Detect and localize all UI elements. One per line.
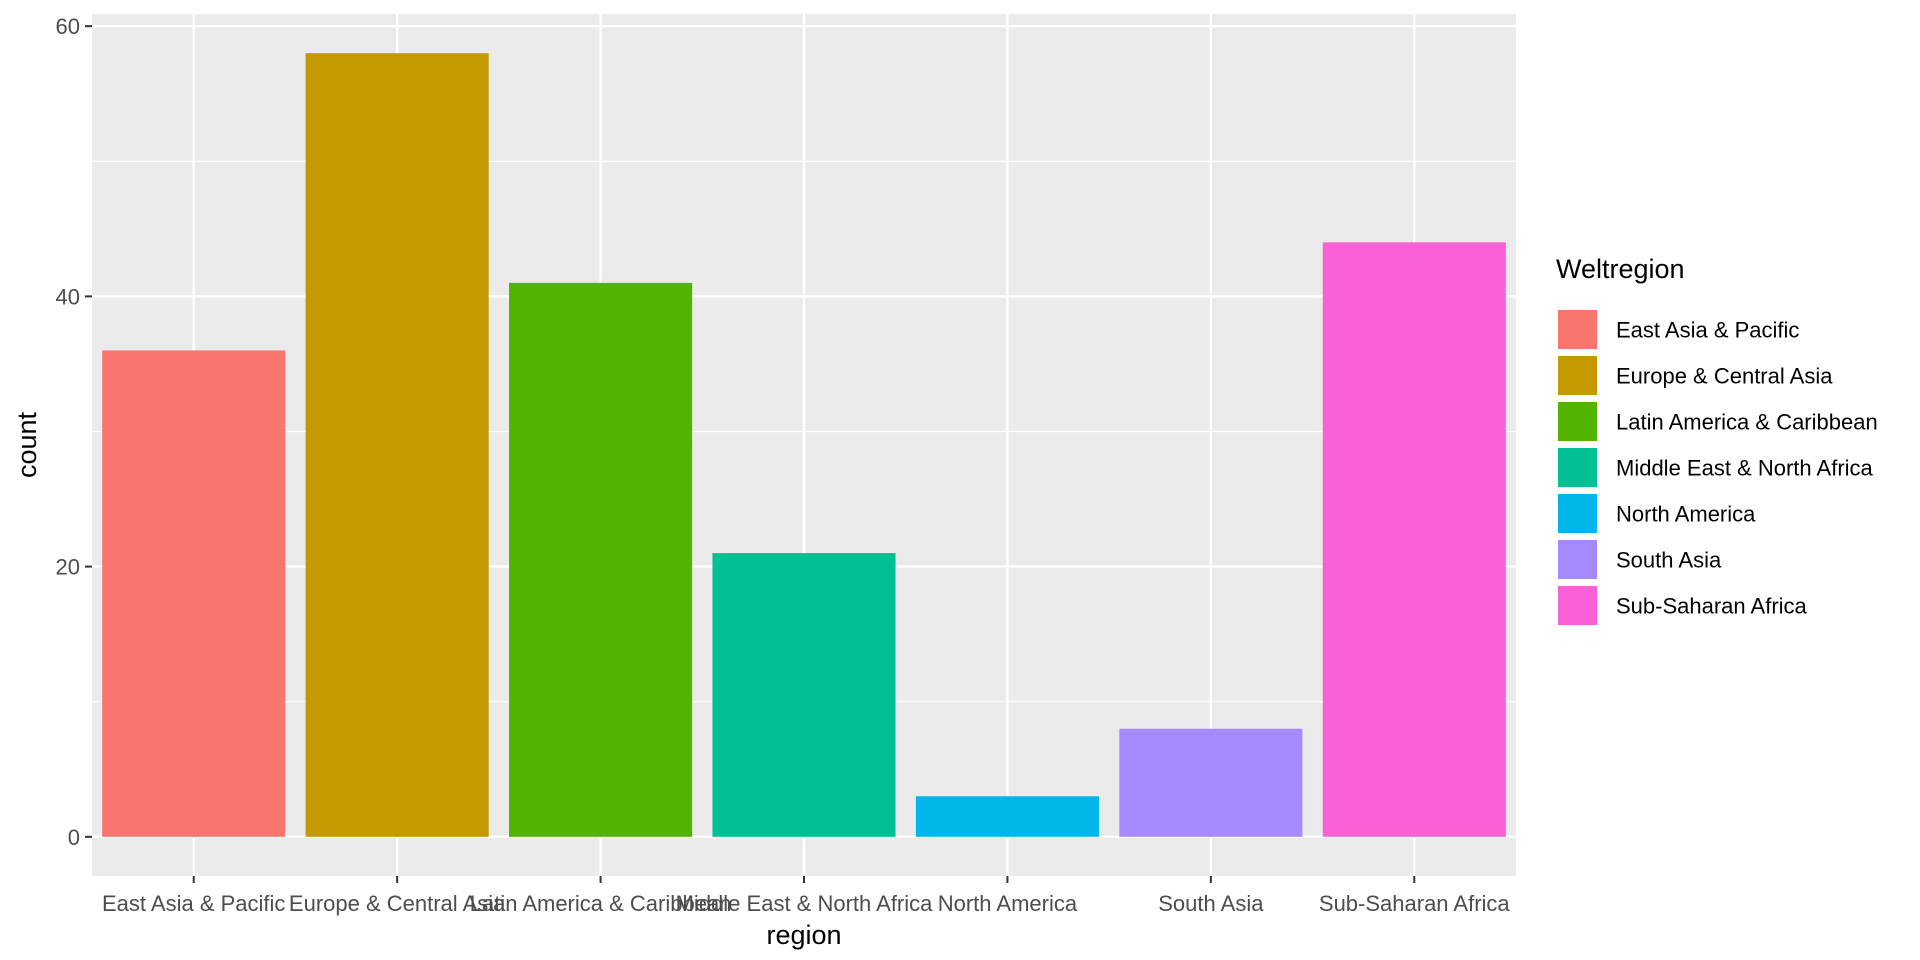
legend-swatch xyxy=(1558,310,1597,349)
bar-east-asia-pacific xyxy=(102,350,286,837)
x-axis: East Asia & Pacific Europe & Central Asia… xyxy=(102,876,1510,916)
x-axis-title: region xyxy=(766,920,841,950)
x-tick-label: South Asia xyxy=(1158,891,1264,916)
legend-title: Weltregion xyxy=(1556,254,1685,284)
legend-item-label: Europe & Central Asia xyxy=(1616,364,1833,389)
y-axis-title: count xyxy=(12,411,42,478)
legend-swatch xyxy=(1558,540,1597,579)
x-tick-label: East Asia & Pacific xyxy=(102,891,285,916)
legend-swatch xyxy=(1558,448,1597,487)
x-tick-label: Latin America & Caribbean xyxy=(470,891,732,916)
x-tick-label: Sub-Saharan Africa xyxy=(1319,891,1511,916)
legend-swatch xyxy=(1558,586,1597,625)
x-tick-label: Europe & Central Asia xyxy=(289,891,506,916)
legend-swatch xyxy=(1558,356,1597,395)
y-tick-label: 0 xyxy=(68,825,80,850)
bar-south-asia xyxy=(1119,728,1303,837)
x-tick-label: North America xyxy=(938,891,1078,916)
legend: Weltregion East Asia & Pacific Europe & C… xyxy=(1556,254,1878,627)
legend-swatch xyxy=(1558,402,1597,441)
y-axis: 0 20 40 60 xyxy=(56,14,92,850)
bar-latin-america-caribbean xyxy=(509,282,693,837)
bar-middle-east-north-africa xyxy=(712,553,896,837)
legend-swatch xyxy=(1558,494,1597,533)
legend-item-label: South Asia xyxy=(1616,548,1722,573)
legend-item-label: Middle East & North Africa xyxy=(1616,456,1874,481)
y-tick-label: 60 xyxy=(56,14,80,39)
legend-item-label: Latin America & Caribbean xyxy=(1616,410,1878,435)
y-tick-label: 20 xyxy=(56,555,80,580)
legend-item-label: North America xyxy=(1616,502,1756,527)
legend-item-label: Sub-Saharan Africa xyxy=(1616,594,1808,619)
bar-north-america xyxy=(915,796,1099,837)
bar-sub-saharan-africa xyxy=(1322,242,1506,837)
bars xyxy=(102,53,1506,837)
y-tick-label: 40 xyxy=(56,284,80,309)
x-tick-label: Middle East & North Africa xyxy=(676,891,934,916)
legend-item-label: East Asia & Pacific xyxy=(1616,318,1799,343)
bar-europe-central-asia xyxy=(305,53,489,837)
